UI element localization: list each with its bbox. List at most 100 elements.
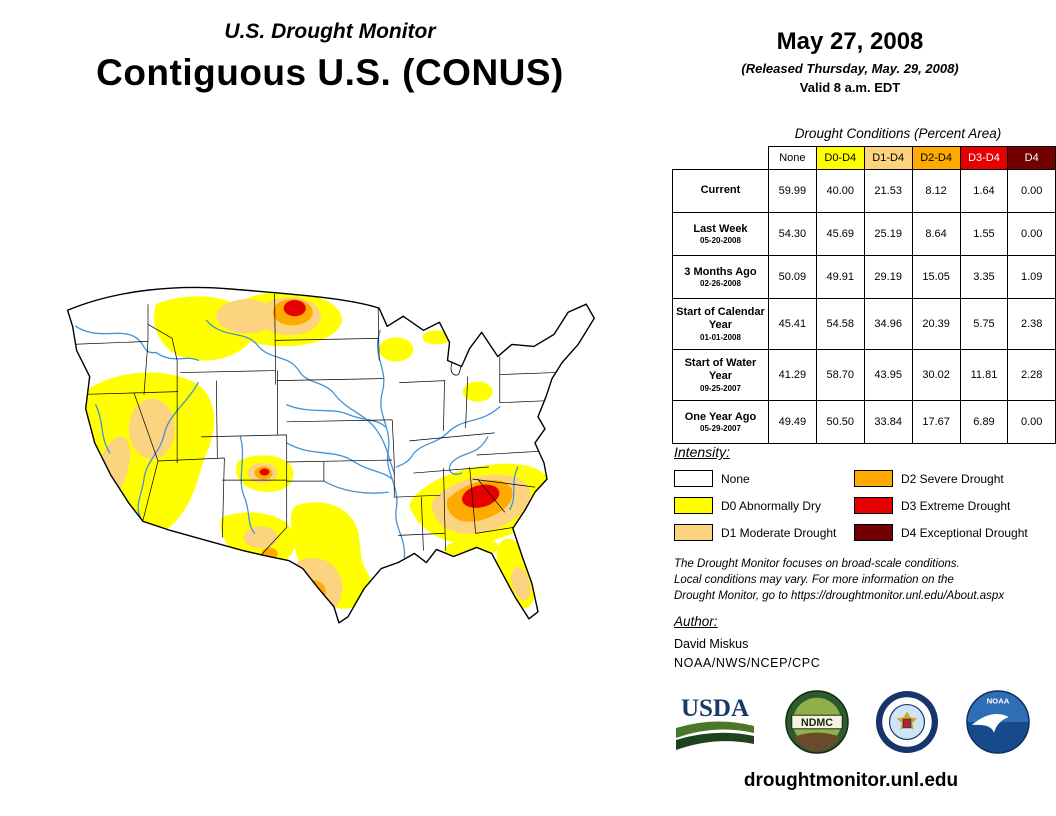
table-value-cell: 1.09 xyxy=(1007,255,1056,299)
row-label-one-year-ago: One Year Ago 05-29-2007 xyxy=(672,400,769,444)
legend-label: D4 Exceptional Drought xyxy=(901,525,1028,540)
d1-swatch xyxy=(674,524,713,541)
table-row: Start of Calendar Year 01-01-2008 45.41 … xyxy=(672,298,1056,350)
table-value-cell: 40.00 xyxy=(815,169,865,213)
author-organization: NOAA/NWS/NCEP/CPC xyxy=(674,656,821,670)
row-label-last-week: Last Week 05-20-2008 xyxy=(672,212,769,256)
legend-label: None xyxy=(721,471,750,486)
intensity-legend: Intensity: None D0 Abnormally Dry D1 Mod… xyxy=(674,444,1032,541)
table-corner-cell xyxy=(673,147,769,170)
site-url: droughtmonitor.unl.edu xyxy=(743,770,959,791)
legend-label: D2 Severe Drought xyxy=(901,471,1004,486)
table-value-cell: 17.67 xyxy=(911,400,961,444)
noaa-logo-text: NOAA xyxy=(987,697,1010,706)
region-title: Contiguous U.S. (CONUS) xyxy=(96,52,564,93)
table-value-cell: 1.64 xyxy=(959,169,1009,213)
table-value-cell: 45.41 xyxy=(767,298,817,350)
legend-item-d0: D0 Abnormally Dry xyxy=(674,497,854,514)
col-header-d1-d4: D1-D4 xyxy=(863,146,913,170)
program-title: U.S. Drought Monitor xyxy=(224,20,436,43)
legend-item-d4: D4 Exceptional Drought xyxy=(854,524,1028,541)
author-block: Author: David Miskus NOAA/NWS/NCEP/CPC xyxy=(674,614,1026,670)
legend-item-d2: D2 Severe Drought xyxy=(854,470,1028,487)
drought-conditions-table: None D0-D4 D1-D4 D2-D4 D3-D4 D4 Current … xyxy=(672,146,1056,444)
title-block: U.S. Drought Monitor Contiguous U.S. (CO… xyxy=(0,20,660,94)
disclaimer-text: The Drought Monitor focuses on broad-sca… xyxy=(674,556,1026,604)
d0-swatch xyxy=(674,497,713,514)
usda-logo: USDA xyxy=(676,695,754,750)
table-row: 3 Months Ago 02-26-2008 50.09 49.91 29.1… xyxy=(672,255,1056,299)
ndmc-logo-text: NDMC xyxy=(801,717,833,729)
table-row: Current 59.99 40.00 21.53 8.12 1.64 0.00 xyxy=(672,169,1056,213)
state-borders xyxy=(71,294,556,555)
table-value-cell: 11.81 xyxy=(959,349,1009,401)
table-value-cell: 59.99 xyxy=(767,169,817,213)
table-value-cell: 0.00 xyxy=(1007,212,1056,256)
table-value-cell: 49.91 xyxy=(815,255,865,299)
col-header-none: None xyxy=(767,146,817,170)
table-value-cell: 2.28 xyxy=(1007,349,1056,401)
noaa-logo: NOAA xyxy=(966,690,1030,754)
table-value-cell: 5.75 xyxy=(959,298,1009,350)
agency-logos: USDA NDMC NOAA xyxy=(672,690,1030,754)
table-value-cell: 3.35 xyxy=(959,255,1009,299)
table-value-cell: 34.96 xyxy=(863,298,913,350)
d3-swatch xyxy=(854,497,893,514)
disclaimer-line: The Drought Monitor focuses on broad-sca… xyxy=(674,558,960,570)
table-caption: Drought Conditions (Percent Area) xyxy=(794,126,1002,141)
legend-label: D3 Extreme Drought xyxy=(901,498,1011,513)
date-block: May 27, 2008 (Released Thursday, May. 29… xyxy=(688,28,1012,95)
col-header-d2-d4: D2-D4 xyxy=(911,146,961,170)
usda-logo-text: USDA xyxy=(681,695,749,722)
table-value-cell: 0.00 xyxy=(1007,400,1056,444)
map-date: May 27, 2008 xyxy=(776,28,924,55)
table-value-cell: 45.69 xyxy=(815,212,865,256)
ndmc-logo: NDMC xyxy=(784,690,849,754)
table-value-cell: 2.38 xyxy=(1007,298,1056,350)
table-value-cell: 8.64 xyxy=(911,212,961,256)
conus-drought-map xyxy=(44,264,650,656)
col-header-d4: D4 xyxy=(1007,146,1056,170)
legend-item-none: None xyxy=(674,470,854,487)
row-label-3-months-ago: 3 Months Ago 02-26-2008 xyxy=(672,255,769,299)
row-label-current: Current xyxy=(672,169,769,213)
row-label-start-calendar-year: Start of Calendar Year 01-01-2008 xyxy=(672,298,769,350)
table-value-cell: 21.53 xyxy=(863,169,913,213)
legend-item-d1: D1 Moderate Drought xyxy=(674,524,854,541)
legend-heading: Intensity: xyxy=(674,444,731,460)
legend-label: D1 Moderate Drought xyxy=(721,525,837,540)
table-value-cell: 50.09 xyxy=(767,255,817,299)
col-header-d0-d4: D0-D4 xyxy=(815,146,865,170)
doc-seal-logo xyxy=(876,690,939,754)
table-value-cell: 50.50 xyxy=(815,400,865,444)
table-value-cell: 1.55 xyxy=(959,212,1009,256)
table-row: Last Week 05-20-2008 54.30 45.69 25.19 8… xyxy=(672,212,1056,256)
d4-swatch xyxy=(854,524,893,541)
none-swatch xyxy=(674,470,713,487)
table-value-cell: 49.49 xyxy=(767,400,817,444)
disclaimer-line: Local conditions may vary. For more info… xyxy=(674,574,954,587)
legend-item-d3: D3 Extreme Drought xyxy=(854,497,1028,514)
table-value-cell: 41.29 xyxy=(767,349,817,401)
conus-outline xyxy=(66,286,595,624)
table-value-cell: 15.05 xyxy=(911,255,961,299)
table-value-cell: 54.30 xyxy=(767,212,817,256)
release-date: (Released Thursday, May. 29, 2008) xyxy=(741,61,959,76)
valid-time: Valid 8 a.m. EDT xyxy=(799,80,901,95)
table-value-cell: 25.19 xyxy=(863,212,913,256)
table-value-cell: 43.95 xyxy=(863,349,913,401)
table-value-cell: 58.70 xyxy=(815,349,865,401)
table-value-cell: 30.02 xyxy=(911,349,961,401)
table-value-cell: 0.00 xyxy=(1007,169,1056,213)
table-value-cell: 6.89 xyxy=(959,400,1009,444)
row-label-start-water-year: Start of Water Year 09-25-2007 xyxy=(672,349,769,401)
table-row: Start of Water Year 09-25-2007 41.29 58.… xyxy=(672,349,1056,401)
col-header-d3-d4: D3-D4 xyxy=(959,146,1009,170)
table-value-cell: 20.39 xyxy=(911,298,961,350)
table-row: One Year Ago 05-29-2007 49.49 50.50 33.8… xyxy=(672,400,1056,444)
table-value-cell: 54.58 xyxy=(815,298,865,350)
table-value-cell: 8.12 xyxy=(911,169,961,213)
author-heading: Author: xyxy=(674,614,718,629)
legend-label: D0 Abnormally Dry xyxy=(721,498,822,513)
